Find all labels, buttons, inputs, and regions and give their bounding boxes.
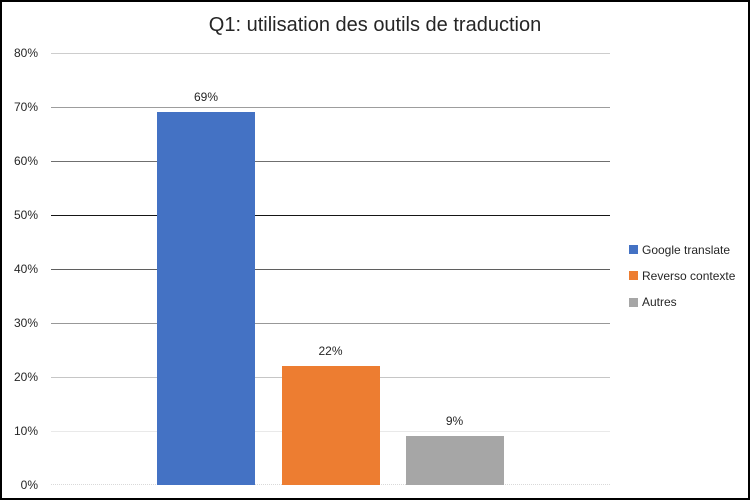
- y-axis-tick-label-70-: 70%: [13, 100, 38, 114]
- y-axis-tick-label-50-: 50%: [13, 208, 38, 222]
- y-axis-tick-label-0-: 0%: [20, 478, 38, 492]
- bar-autres: [405, 436, 504, 485]
- gridline-40pct: [51, 269, 610, 270]
- gridline-60pct: [51, 161, 610, 162]
- legend-color-swatch-icon: [629, 297, 638, 307]
- legend-item-reverso-contexte: Reverso contexte: [629, 269, 735, 283]
- chart-title: Q1: utilisation des outils de traduction: [208, 14, 542, 36]
- y-axis-tick-label-80-: 80%: [13, 46, 38, 60]
- gridline-70pct: [51, 107, 610, 108]
- y-axis-tick-label-60-: 60%: [13, 154, 38, 168]
- y-axis-tick-label-10-: 10%: [13, 424, 38, 438]
- legend-color-swatch-icon: [629, 271, 638, 281]
- legend-label: Reverso contexte: [642, 268, 736, 283]
- gridline-50pct: [51, 215, 610, 216]
- bar-value-label-autres: 9%: [445, 414, 464, 429]
- gridline-30pct: [51, 323, 610, 324]
- legend-item-google-translate: Google translate: [629, 243, 730, 257]
- gridline-80pct: [51, 53, 610, 54]
- legend: Google translate Reverso contexte Autres: [629, 2, 744, 498]
- bar-value-label-google-translate: 69%: [193, 90, 219, 105]
- bar-google-translate: [157, 112, 255, 485]
- legend-label: Autres: [642, 295, 677, 309]
- y-axis-tick-label-20-: 20%: [13, 370, 38, 384]
- legend-color-swatch-icon: [629, 245, 638, 254]
- legend-item-autres: Autres: [629, 295, 677, 309]
- y-axis-tick-label-40-: 40%: [13, 262, 38, 276]
- bar-value-label-reverso-contexte: 22%: [318, 344, 343, 359]
- bar-reverso-contexte: [281, 366, 380, 485]
- y-axis-tick-label-30-: 30%: [13, 316, 38, 330]
- legend-label: Google translate: [642, 242, 731, 257]
